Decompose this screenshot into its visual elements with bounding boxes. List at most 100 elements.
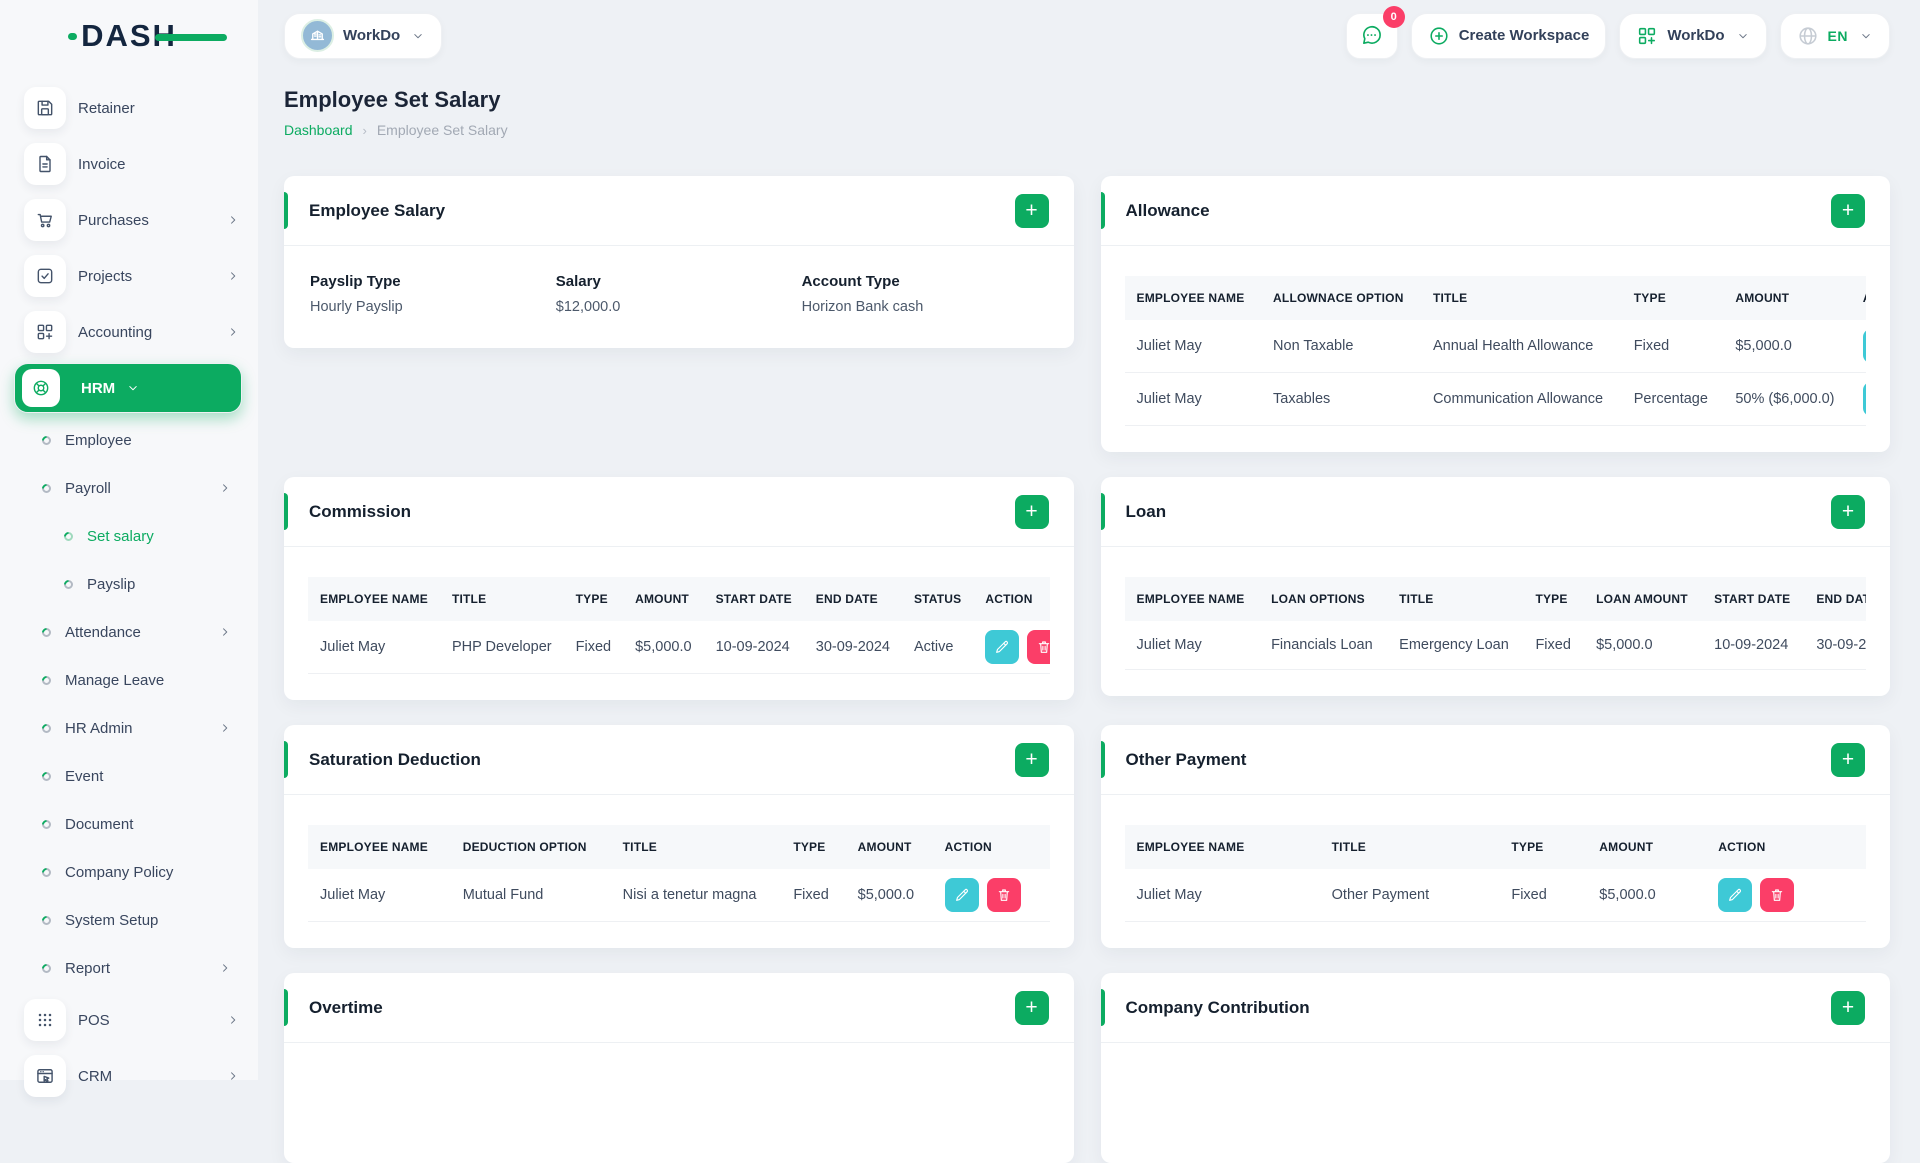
field-value: Horizon Bank cash [802, 299, 1048, 315]
sidebar-item-payslip[interactable]: Payslip [0, 560, 258, 608]
sidebar-item-employee[interactable]: Employee [0, 416, 258, 464]
workspace-avatar [301, 19, 334, 52]
add-saturation-deduction-button[interactable]: + [1015, 743, 1049, 777]
pencil-icon [954, 887, 970, 903]
column-header: ACTION [973, 577, 1049, 621]
cell: Juliet May [1125, 621, 1260, 670]
language-code: EN [1828, 28, 1848, 44]
cell: Active [902, 621, 973, 674]
column-header: AMOUNT [1723, 276, 1850, 320]
bullet-icon [40, 722, 53, 735]
add-company-contribution-button[interactable]: + [1831, 991, 1865, 1025]
column-header: TITLE [1387, 577, 1523, 621]
row-actions [1851, 320, 1866, 373]
sidebar-item-label: Document [65, 816, 133, 833]
sidebar-item-event[interactable]: Event [0, 752, 258, 800]
row-actions [1851, 373, 1866, 426]
breadcrumb-current: Employee Set Salary [377, 122, 508, 138]
edit-button[interactable] [1863, 382, 1866, 416]
sidebar-item-pos[interactable]: POS [0, 992, 258, 1048]
edit-button[interactable] [985, 630, 1019, 664]
cell: Communication Allowance [1421, 373, 1622, 426]
trash-icon [1036, 639, 1049, 655]
add-commission-button[interactable]: + [1015, 495, 1049, 529]
column-header: EMPLOYEE NAME [308, 825, 451, 869]
cell: Juliet May [308, 621, 440, 674]
chevron-right-icon [226, 1013, 240, 1027]
cell: Juliet May [1125, 869, 1320, 922]
chevron-right-icon [226, 213, 240, 227]
edit-button[interactable] [945, 878, 979, 912]
sidebar-item-label: Retainer [78, 100, 135, 117]
add-overtime-button[interactable]: + [1015, 991, 1049, 1025]
sidebar-item-retainer[interactable]: Retainer [0, 80, 258, 136]
page-title: Employee Set Salary [284, 87, 1890, 113]
bullet-icon [62, 530, 75, 543]
cell: Percentage [1622, 373, 1724, 426]
delete-button[interactable] [1027, 630, 1049, 664]
column-header: TYPE [1523, 577, 1584, 621]
language-dropdown[interactable]: EN [1780, 13, 1890, 59]
grid-plus-icon [24, 311, 66, 353]
dash-logo[interactable]: DASH [0, 0, 258, 72]
create-workspace-button[interactable]: Create Workspace [1411, 13, 1607, 59]
delete-button[interactable] [1760, 878, 1794, 912]
cell: 30-09-2024 [804, 621, 902, 674]
sidebar-item-invoice[interactable]: Invoice [0, 136, 258, 192]
chevron-right-icon [218, 961, 232, 975]
sidebar-item-system-setup[interactable]: System Setup [0, 896, 258, 944]
trash-icon [1769, 887, 1785, 903]
sidebar-item-projects[interactable]: Projects [0, 248, 258, 304]
breadcrumb-dashboard-link[interactable]: Dashboard [284, 122, 353, 138]
card-title: Loan [1126, 502, 1167, 522]
sidebar-item-hr-admin[interactable]: HR Admin [0, 704, 258, 752]
delete-button[interactable] [987, 878, 1021, 912]
sidebar-item-label: Set salary [87, 528, 154, 545]
column-header: DEDUCTION OPTION [451, 825, 611, 869]
sidebar-item-payroll[interactable]: Payroll [0, 464, 258, 512]
building-icon [308, 26, 327, 45]
salary-field: Salary $12,000.0 [556, 273, 802, 315]
cell: Juliet May [1125, 373, 1262, 426]
app-menu-dropdown[interactable]: WorkDo [1619, 13, 1766, 59]
cell: $5,000.0 [1587, 869, 1706, 922]
sidebar-item-label: Manage Leave [65, 672, 164, 689]
sidebar-item-document[interactable]: Document [0, 800, 258, 848]
column-header: TITLE [440, 577, 564, 621]
sidebar-item-manage-leave[interactable]: Manage Leave [0, 656, 258, 704]
sidebar-item-purchases[interactable]: Purchases [0, 192, 258, 248]
sidebar-item-company-policy[interactable]: Company Policy [0, 848, 258, 896]
add-allowance-button[interactable]: + [1831, 194, 1865, 228]
sidebar-item-report[interactable]: Report [0, 944, 258, 992]
workspace-selector[interactable]: WorkDo [284, 13, 442, 59]
edit-button[interactable] [1863, 329, 1866, 363]
add-loan-button[interactable]: + [1831, 495, 1865, 529]
edit-button[interactable] [1718, 878, 1752, 912]
sidebar-item-label: HR Admin [65, 720, 133, 737]
sidebar-item-hrm[interactable]: HRM [0, 360, 258, 416]
column-header: ACTION [1851, 276, 1866, 320]
messages-button[interactable]: 0 [1346, 13, 1398, 59]
file-icon [24, 143, 66, 185]
breadcrumb-separator: › [363, 123, 367, 138]
row-actions [1706, 869, 1866, 922]
cell: $5,000.0 [1584, 621, 1702, 670]
sidebar-item-label: Payroll [65, 480, 111, 497]
add-employee-salary-button[interactable]: + [1015, 194, 1049, 228]
sidebar-item-accounting[interactable]: Accounting [0, 304, 258, 360]
column-header: EMPLOYEE NAME [1125, 276, 1262, 320]
sidebar-item-set-salary[interactable]: Set salary [0, 512, 258, 560]
cell: PHP Developer [440, 621, 564, 674]
cell: 10-09-2024 [704, 621, 804, 674]
sidebar-item-attendance[interactable]: Attendance [0, 608, 258, 656]
cell: Fixed [1523, 621, 1584, 670]
add-other-payment-button[interactable]: + [1831, 743, 1865, 777]
